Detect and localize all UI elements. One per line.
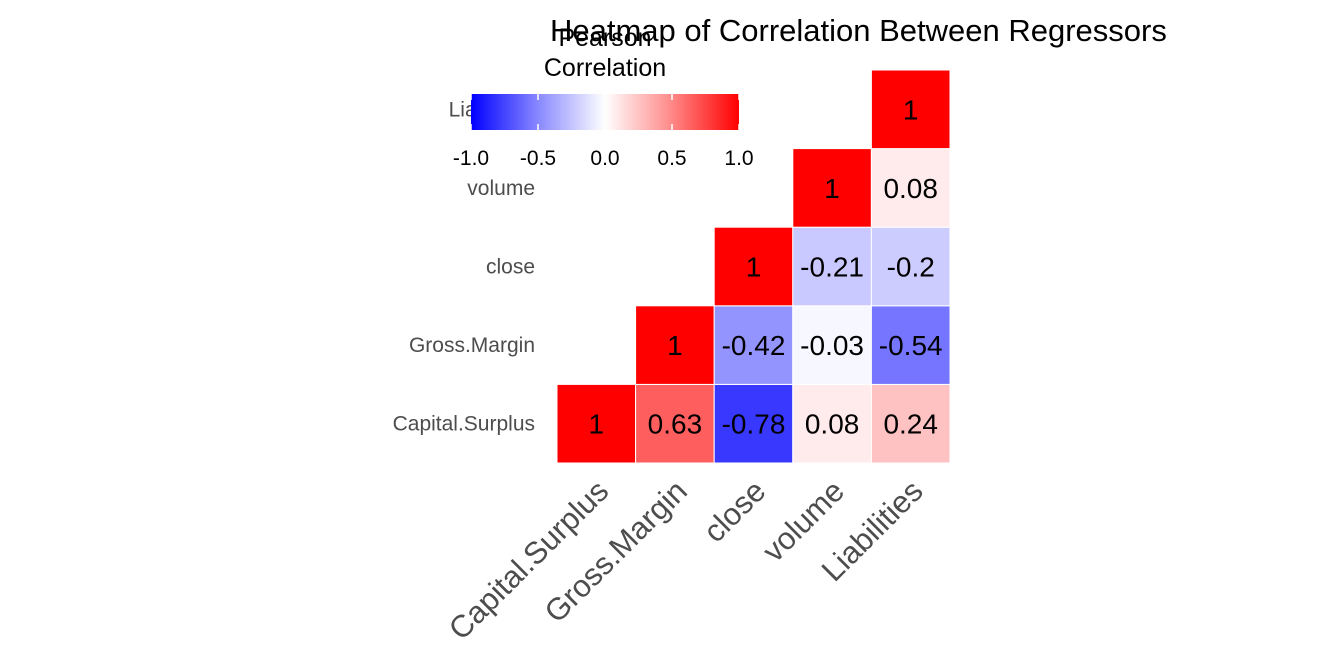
cell-value-label: 1: [589, 409, 605, 440]
cell-value-label: 0.63: [648, 409, 703, 440]
legend-tick-label: -0.5: [520, 147, 556, 170]
chart-title: Heatmap of Correlation Between Regressor…: [550, 13, 1167, 48]
y-tick-label: Gross.Margin: [409, 334, 535, 357]
heatmap-cell: [713, 383, 794, 464]
y-tick-label: volume: [467, 177, 535, 200]
heatmap-cells: 1 0.63 -0.78 0.08 0.241 -0.42 -0.03 -0.541 -0.21…: [556, 69, 951, 464]
heatmap-cell: [870, 148, 951, 228]
cell-value-label: 0.24: [883, 409, 938, 440]
cell-value-label: 0.08: [883, 173, 938, 204]
color-legend: Pearson Correlation -1.0 -0.5 0.0 0.5 1.0: [453, 24, 754, 170]
heatmap-cell: [870, 305, 951, 385]
cell-value-label: 1: [667, 330, 683, 361]
heatmap-cell: [556, 383, 637, 464]
legend-title: Pearson Correlation: [544, 24, 666, 82]
cell-value-label: -0.21: [800, 252, 864, 283]
heatmap-cell: [792, 226, 872, 307]
cell-value-label: 1: [824, 173, 840, 204]
heatmap-cell: [713, 226, 794, 307]
legend-tick-label: -1.0: [453, 147, 489, 170]
cell-value-label: 0.08: [805, 409, 860, 440]
legend-tick-label: 0.5: [657, 147, 686, 170]
heatmap-cell: [870, 226, 951, 307]
y-tick-label: Capital.Surplus: [393, 413, 535, 436]
heatmap-cell: [792, 305, 872, 385]
legend-tick-label: 0.0: [590, 147, 619, 170]
heatmap-cell: [870, 69, 951, 150]
cell-value-label: -0.54: [879, 330, 943, 361]
heatmap-cell: [870, 383, 951, 464]
cell-value-label: 1: [903, 94, 919, 125]
legend-tick-label: 1.0: [724, 147, 753, 170]
cell-value-label: -0.2: [887, 252, 935, 283]
cell-value-label: -0.03: [800, 330, 864, 361]
cell-value-label: -0.78: [722, 409, 786, 440]
heatmap-cell: [635, 383, 715, 464]
cell-value-label: 1: [746, 252, 762, 283]
y-tick-label: close: [486, 256, 535, 279]
cell-value-label: -0.42: [722, 330, 786, 361]
legend-ticks: -1.0 -0.5 0.0 0.5 1.0: [453, 94, 754, 170]
